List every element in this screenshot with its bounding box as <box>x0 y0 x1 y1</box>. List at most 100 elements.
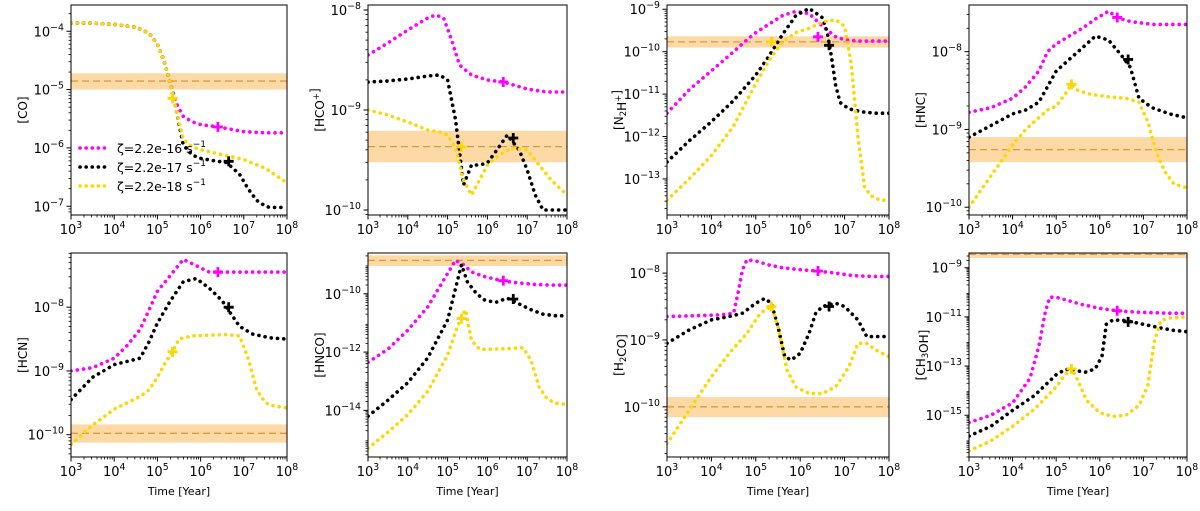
legend-item-zeta_low: ζ=2.2e-18 s−1 <box>78 178 206 194</box>
series-line-zeta_mid <box>667 6 889 164</box>
legend-label-base: ζ=2.2e-17 s <box>117 160 193 175</box>
y-tick-exp: −4 <box>50 22 64 33</box>
legend-label-exp: −1 <box>193 140 206 150</box>
y-tick-label: 10−7 <box>34 197 64 215</box>
series-line-zeta_low <box>71 332 287 447</box>
x-tick-label-exp: 5 <box>1061 220 1067 231</box>
subplot-co: 103 104 105 106 107 10810−710−610−510−4[CO]ζ=… <box>16 4 298 238</box>
y-tick-exp: −12 <box>640 128 660 139</box>
y-tick-label: 10−9 <box>331 101 361 119</box>
series-line-zeta_low <box>368 307 567 451</box>
x-tick-label: 108 <box>1176 462 1199 480</box>
legend-label: ζ=2.2e-18 s−1 <box>117 178 206 194</box>
series-line-zeta_mid <box>969 34 1187 139</box>
marker-zeta_low <box>167 93 178 104</box>
x-tick-label-exp: 5 <box>453 462 459 473</box>
x-tick-label-exp: 8 <box>292 462 298 473</box>
y-tick-exp: −7 <box>50 197 64 208</box>
y-tick-label: 10−13 <box>926 357 962 375</box>
x-tick-label: 108 <box>1176 220 1199 238</box>
observation-band <box>969 253 1187 258</box>
y-label-part: [HCO <box>313 100 327 132</box>
x-tick-label-exp: 6 <box>805 462 811 473</box>
x-tick-label: 107 <box>233 462 256 480</box>
x-tick-label: 103 <box>656 462 679 480</box>
y-tick-base: 10 <box>331 104 348 119</box>
y-label-part: OH] <box>917 330 931 353</box>
x-tick-label-exp: 4 <box>717 220 723 231</box>
marker-zeta_mid <box>824 40 835 51</box>
legend-label: ζ=2.2e-16 s−1 <box>117 140 206 156</box>
y-tick-label: 10−13 <box>624 170 660 188</box>
x-axis-label: Time [Year] <box>746 485 809 498</box>
x-axis-label: Time [Year] <box>147 485 210 498</box>
subplot-n2hp: 103 104 105 106 107 10810−1310−1210−1110−1010… <box>610 0 900 238</box>
x-tick-label-exp: 4 <box>119 462 125 473</box>
y-axis-label: [H2CO] <box>612 334 629 376</box>
x-tick-label: 107 <box>233 220 256 238</box>
observation-band <box>71 73 287 90</box>
x-tick-label-base: 10 <box>745 465 762 480</box>
y-tick-base: 10 <box>630 334 647 349</box>
x-tick-label-base: 10 <box>189 465 206 480</box>
x-tick-label-base: 10 <box>476 223 493 238</box>
x-tick-label-exp: 7 <box>249 220 255 231</box>
y-tick-base: 10 <box>630 3 647 18</box>
series-line-zeta_high <box>667 257 889 319</box>
marker-zeta_mid <box>824 301 835 312</box>
y-label-part: CO] <box>615 334 629 357</box>
y-label-part: H <box>615 102 629 111</box>
x-tick-label-exp: 8 <box>894 220 900 231</box>
plot-area <box>667 6 889 202</box>
series-line-zeta_mid <box>368 73 567 212</box>
x-tick-label-exp: 6 <box>206 462 212 473</box>
y-tick-label: 10−8 <box>630 264 660 282</box>
y-tick-label: 10−5 <box>34 81 64 99</box>
y-label-part: + <box>312 93 322 100</box>
x-tick-label: 105 <box>1045 220 1068 238</box>
marker-zeta_low <box>1066 79 1077 90</box>
y-label-part: [HCN] <box>16 337 30 373</box>
y-tick-exp: −13 <box>640 170 660 181</box>
plot-area <box>969 9 1187 209</box>
x-tick-label: 106 <box>789 220 812 238</box>
x-tick-label-exp: 3 <box>373 462 379 473</box>
subplot-hcn: 103 104 105 106 107 10810−1010−910−8[HCN]Time… <box>16 252 298 498</box>
y-tick-label: 10−11 <box>926 308 962 326</box>
x-tick-label: 108 <box>556 462 579 480</box>
x-tick-label-base: 10 <box>476 465 493 480</box>
y-tick-base: 10 <box>926 409 943 424</box>
y-label-part: + <box>614 95 624 102</box>
y-tick-label: 10−10 <box>28 426 64 444</box>
x-tick-label: 103 <box>357 220 380 238</box>
y-label-part: [H <box>612 362 626 376</box>
x-tick-label-exp: 4 <box>1018 462 1024 473</box>
marker-zeta_high <box>498 77 509 87</box>
y-tick-label: 10−8 <box>932 43 962 61</box>
x-tick-label-base: 10 <box>189 223 206 238</box>
y-tick-exp: −9 <box>646 0 660 11</box>
series-line-zeta_high <box>71 257 287 373</box>
subplot-h2co: 103 104 105 106 107 10810−1010−910−8[H2CO]Tim… <box>612 252 900 498</box>
series-line-zeta_high <box>368 258 567 365</box>
x-tick-label-exp: 6 <box>1105 462 1111 473</box>
x-tick-label-exp: 7 <box>850 462 856 473</box>
y-tick-exp: −10 <box>942 198 962 209</box>
marker-zeta_low <box>456 313 467 324</box>
x-tick-label: 105 <box>745 462 768 480</box>
x-tick-label-exp: 4 <box>717 462 723 473</box>
x-tick-label: 108 <box>878 220 901 238</box>
x-tick-label-base: 10 <box>397 465 414 480</box>
x-tick-label: 106 <box>476 220 499 238</box>
marker-zeta_high <box>498 275 509 286</box>
y-tick-base: 10 <box>28 429 45 444</box>
x-tick-label: 107 <box>1132 462 1155 480</box>
x-tick-label-exp: 7 <box>532 220 538 231</box>
y-tick-label: 10−9 <box>932 120 962 138</box>
y-tick-base: 10 <box>325 204 342 219</box>
legend-item-zeta_high: ζ=2.2e-16 s−1 <box>78 140 206 156</box>
y-tick-base: 10 <box>34 365 51 380</box>
legend-label-exp: −1 <box>193 159 206 169</box>
series-line-zeta_low <box>667 304 889 446</box>
y-label-part: [CO] <box>16 96 30 123</box>
